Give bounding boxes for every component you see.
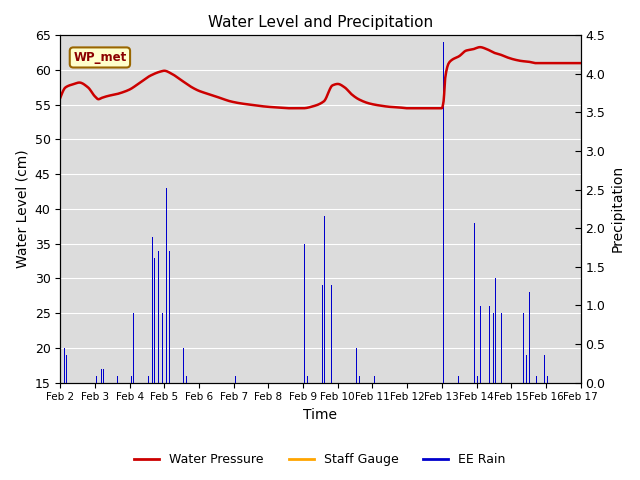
Bar (162, 313, 163, 383)
Bar (322, 285, 323, 383)
Bar (443, 42, 444, 383)
X-axis label: Time: Time (303, 408, 337, 422)
Title: Water Level and Precipitation: Water Level and Precipitation (208, 15, 433, 30)
Bar (501, 313, 502, 383)
Bar (497, 271, 499, 383)
Bar (445, 375, 447, 383)
Bar (157, 251, 159, 383)
Bar (133, 313, 134, 383)
Bar (495, 278, 496, 383)
Bar (359, 375, 360, 383)
Bar (324, 216, 325, 383)
Bar (489, 306, 490, 383)
Bar (547, 375, 548, 383)
Bar (564, 334, 565, 383)
Legend: Water Pressure, Staff Gauge, EE Rain: Water Pressure, Staff Gauge, EE Rain (129, 448, 511, 471)
Bar (523, 313, 524, 383)
Bar (526, 355, 527, 383)
Bar (480, 306, 481, 383)
Bar (458, 375, 459, 383)
Bar (64, 348, 65, 383)
Bar (529, 292, 530, 383)
Bar (103, 369, 104, 383)
Bar (235, 375, 236, 383)
Bar (154, 258, 155, 383)
Bar (183, 348, 184, 383)
Y-axis label: Water Level (cm): Water Level (cm) (15, 150, 29, 268)
Bar (474, 223, 476, 383)
Bar (169, 251, 170, 383)
Bar (544, 355, 545, 383)
Bar (504, 355, 506, 383)
Bar (66, 355, 67, 383)
Bar (131, 375, 132, 383)
Bar (117, 375, 118, 383)
Text: WP_met: WP_met (74, 51, 127, 64)
Bar (454, 244, 456, 383)
Bar (96, 375, 97, 383)
Bar (307, 375, 308, 383)
Y-axis label: Precipitation: Precipitation (611, 166, 625, 252)
Bar (179, 375, 180, 383)
Bar (61, 98, 63, 383)
Bar (331, 285, 332, 383)
Bar (100, 369, 102, 383)
Bar (148, 375, 149, 383)
Bar (356, 348, 357, 383)
Bar (186, 375, 188, 383)
